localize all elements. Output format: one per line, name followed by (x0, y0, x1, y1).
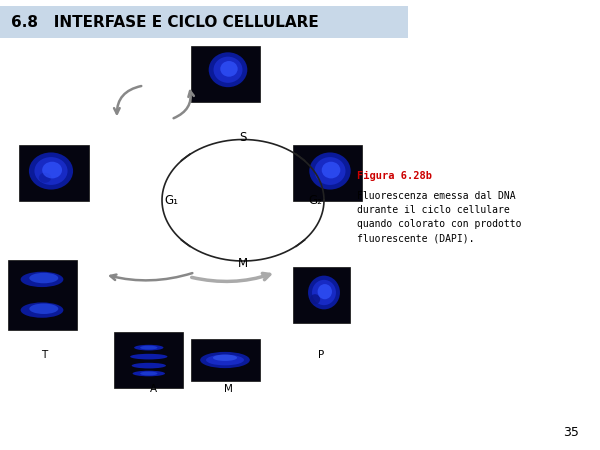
Text: 35: 35 (563, 426, 579, 439)
Text: A: A (149, 384, 157, 394)
Ellipse shape (317, 284, 332, 299)
Text: M: M (224, 384, 232, 394)
Ellipse shape (42, 162, 62, 179)
Text: G₁: G₁ (164, 194, 178, 207)
Text: P: P (318, 351, 324, 360)
Ellipse shape (34, 157, 68, 185)
Bar (293, 266, 349, 323)
Text: T: T (41, 351, 47, 360)
Text: S: S (239, 131, 247, 144)
Ellipse shape (220, 61, 238, 77)
Ellipse shape (133, 371, 165, 376)
Ellipse shape (310, 153, 350, 189)
Bar (19, 145, 89, 202)
Ellipse shape (209, 52, 247, 87)
Bar (191, 338, 260, 381)
Ellipse shape (206, 355, 244, 365)
Bar (114, 332, 184, 388)
FancyBboxPatch shape (0, 6, 408, 38)
Ellipse shape (312, 280, 336, 305)
Ellipse shape (214, 57, 242, 83)
Text: M: M (238, 257, 248, 270)
Ellipse shape (200, 352, 250, 368)
Text: G₂: G₂ (308, 194, 322, 207)
Ellipse shape (140, 346, 157, 350)
Ellipse shape (29, 153, 73, 189)
Ellipse shape (29, 273, 58, 284)
Ellipse shape (314, 157, 346, 185)
Ellipse shape (322, 162, 340, 179)
Bar (293, 145, 361, 202)
Ellipse shape (20, 272, 64, 287)
Ellipse shape (310, 294, 320, 304)
Ellipse shape (134, 345, 163, 351)
Ellipse shape (20, 302, 64, 318)
Text: 6.8   INTERFASE E CICLO CELLULARE: 6.8 INTERFASE E CICLO CELLULARE (11, 14, 319, 30)
Ellipse shape (140, 372, 157, 375)
Ellipse shape (130, 354, 167, 360)
Text: Figura 6.28b: Figura 6.28b (357, 171, 432, 181)
Ellipse shape (39, 173, 51, 183)
Ellipse shape (29, 303, 58, 314)
Ellipse shape (213, 355, 237, 361)
Text: Fluorescenza emessa dal DNA
durante il ciclo cellulare
quando colorato con prodo: Fluorescenza emessa dal DNA durante il c… (357, 191, 521, 243)
Bar (191, 46, 260, 103)
Ellipse shape (131, 363, 166, 369)
Ellipse shape (308, 275, 340, 310)
Bar (8, 260, 77, 329)
